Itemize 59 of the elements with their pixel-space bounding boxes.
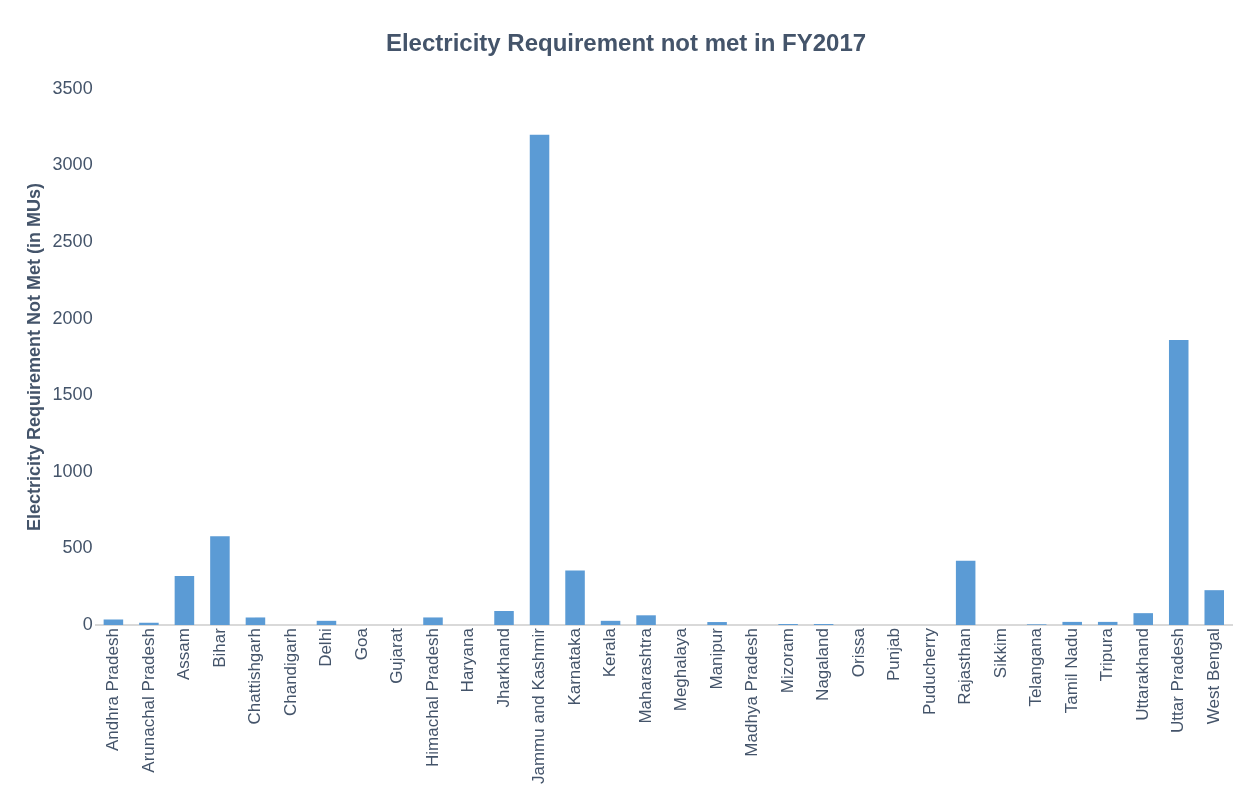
y-tick-label: 2500 — [52, 231, 93, 251]
bar — [316, 620, 337, 626]
bar — [707, 622, 727, 626]
y-tick-label: 1000 — [52, 460, 93, 481]
bar — [1062, 621, 1082, 626]
x-tick-label: Tamil Nadu — [1061, 628, 1081, 714]
x-tick-label: Arunachal Pradesh — [138, 628, 158, 773]
bar — [174, 576, 195, 626]
bar — [1204, 590, 1225, 626]
bar — [210, 536, 230, 626]
x-tick-label: Jharkhand — [493, 628, 513, 708]
x-tick-label: Chattishgarh — [245, 628, 265, 725]
chart-title: Electricity Requirement not met in FY2017 — [385, 29, 867, 57]
x-tick-label: Goa — [351, 627, 371, 661]
x-tick-label: Meghalaya — [671, 627, 691, 712]
bar — [494, 611, 514, 626]
x-tick-label: Rajasthan — [955, 628, 975, 705]
bar — [600, 620, 621, 626]
bar — [529, 134, 550, 626]
x-tick-label: Telangana — [1026, 627, 1046, 707]
bar — [955, 560, 976, 626]
x-tick-label: Sikkim — [990, 628, 1010, 679]
x-tick-label: Puducherry — [919, 627, 939, 716]
x-tick-label: Mizoram — [777, 628, 797, 694]
x-tick-label: Manipur — [706, 627, 726, 690]
x-tick-label: Madhya Pradesh — [742, 628, 762, 757]
x-tick-label: West Bengal — [1203, 628, 1223, 725]
x-tick-label: Nagaland — [813, 628, 833, 701]
x-tick-label: Jammu and Kashmir — [529, 627, 549, 784]
y-tick-label: 3500 — [52, 77, 93, 98]
x-tick-label: Chandigarh — [280, 628, 300, 717]
x-tick-label: Uttarakhand — [1132, 628, 1152, 721]
bar — [423, 617, 443, 626]
y-tick-label: 3000 — [52, 154, 93, 175]
x-tick-label: Orissa — [848, 627, 868, 678]
bar — [636, 615, 656, 626]
x-tick-label: Bihar — [209, 627, 229, 668]
bar — [1168, 340, 1189, 626]
bar — [245, 617, 266, 626]
y-tick-label: 2000 — [52, 307, 93, 328]
bar — [1097, 621, 1118, 626]
x-tick-label: Gujarat — [387, 627, 407, 684]
x-tick-label: Tripura — [1097, 627, 1117, 682]
x-tick-label: Haryana — [458, 627, 478, 693]
x-tick-label: Karnataka — [564, 627, 584, 706]
x-tick-label: Punjab — [884, 628, 904, 682]
x-tick-label: Kerala — [600, 627, 620, 678]
y-tick-label: 500 — [62, 537, 93, 558]
y-tick-label: 0 — [82, 614, 93, 635]
bar — [565, 570, 585, 626]
x-tick-label: Uttar Pradesh — [1168, 628, 1188, 733]
x-tick-label: Delhi — [316, 628, 336, 667]
x-tick-label: Andhra Pradesh — [103, 628, 123, 751]
x-tick-label: Himachal Pradesh — [422, 628, 442, 768]
y-axis-title: Electricity Requirement Not Met (in MUs) — [23, 182, 44, 531]
y-tick-label: 1500 — [52, 384, 93, 405]
bar — [1133, 613, 1153, 626]
x-tick-label: Assam — [174, 628, 194, 681]
x-tick-label: Maharashtra — [635, 627, 655, 724]
